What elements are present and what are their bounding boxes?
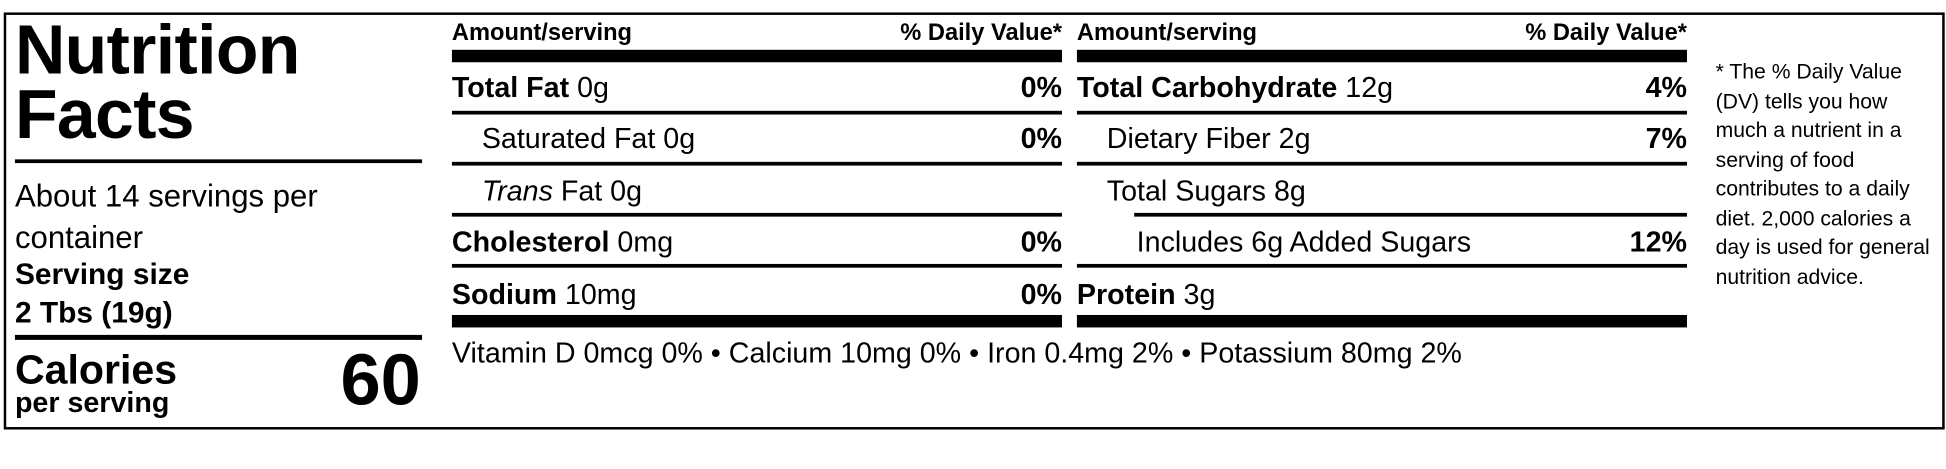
nutrient-row: Saturated Fat 0g 0% xyxy=(452,122,1062,159)
nutrient-row: Includes 6g Added Sugars 12% xyxy=(1077,225,1687,262)
daily-value: 0% xyxy=(1020,225,1062,258)
micronutrients: Vitamin D 0mcg 0% • Calcium 10mg 0% • Ir… xyxy=(451,336,1462,369)
nutrient-name: Cholesterol xyxy=(451,225,610,258)
nutrient-name: Trans xyxy=(481,174,553,207)
daily-value: 0% xyxy=(1020,277,1062,311)
divider xyxy=(451,161,1062,166)
nutrient-label: Saturated Fat 0g xyxy=(482,122,695,154)
calories-value: 60 xyxy=(340,339,421,421)
nutrient-amount: 0g xyxy=(577,70,609,104)
servings-per-container: About 14 servings per container xyxy=(14,179,318,256)
daily-value: 0% xyxy=(1020,122,1062,155)
nutrient-label: Total Fat 0g xyxy=(452,71,609,103)
divider xyxy=(1076,161,1687,166)
daily-value: 4% xyxy=(1645,70,1687,104)
column-header: Amount/serving % Daily Value* xyxy=(1077,20,1687,47)
nutrient-amount: 10mg xyxy=(564,277,637,311)
nutrient-label: Trans Fat 0g xyxy=(482,174,642,206)
daily-value-header: % Daily Value* xyxy=(1525,19,1687,47)
divider xyxy=(14,334,423,340)
nutrient-name: Saturated Fat xyxy=(481,122,656,155)
nutrient-amount: 2g xyxy=(1278,122,1311,155)
divider xyxy=(1076,110,1687,115)
title-text: Nutrition Facts xyxy=(14,9,300,154)
nutrient-amount: Fat 0g xyxy=(560,174,643,207)
thick-bar xyxy=(1076,314,1687,328)
thick-bar xyxy=(451,49,1062,63)
footnote: * The % Daily Value (DV) tells you how m… xyxy=(1715,59,1930,289)
nutrient-row: Sodium 10mg 0% xyxy=(452,278,1062,315)
amount-header: Amount/serving xyxy=(1076,19,1257,47)
nutrient-row: Total Sugars 8g xyxy=(1077,174,1687,211)
nutrient-row: Total Carbohydrate 12g 4% xyxy=(1077,71,1687,108)
divider xyxy=(451,110,1062,115)
nutrient-name: Dietary Fiber xyxy=(1106,122,1271,155)
nutrient-label: Cholesterol 0mg xyxy=(452,225,673,257)
nutrient-name: Sodium xyxy=(451,277,557,311)
column-header: Amount/serving % Daily Value* xyxy=(452,20,1062,47)
nutrient-amount: 8g xyxy=(1273,174,1306,207)
nutrient-amount: 12g xyxy=(1345,70,1394,104)
nutrient-name: Total Sugars xyxy=(1106,174,1266,207)
daily-value: 12% xyxy=(1629,225,1687,258)
nutrient-row: Total Fat 0g 0% xyxy=(452,71,1062,108)
nutrient-amount: 3g xyxy=(1183,277,1216,311)
nutrient-row: Cholesterol 0mg 0% xyxy=(452,225,1062,262)
daily-value: 7% xyxy=(1645,122,1687,155)
calories-label: Calories xyxy=(14,346,178,393)
nutrient-amount: 0mg xyxy=(617,225,674,258)
nutrient-row: Dietary Fiber 2g 7% xyxy=(1077,122,1687,159)
nutrient-name: Includes 6g Added Sugars xyxy=(1136,225,1472,258)
label-title: Nutrition Facts xyxy=(14,9,376,154)
serving-size-label: Serving size xyxy=(14,257,190,292)
divider xyxy=(14,159,423,164)
divider xyxy=(451,263,1062,268)
nutrient-label: Dietary Fiber 2g xyxy=(1107,122,1311,154)
serving-size-value: 2 Tbs (19g) xyxy=(14,296,173,330)
daily-value: 0% xyxy=(1020,70,1062,104)
nutrient-label: Total Sugars 8g xyxy=(1107,174,1306,206)
nutrient-label: Sodium 10mg xyxy=(452,278,637,310)
nutrient-label: Includes 6g Added Sugars xyxy=(1137,225,1471,257)
daily-value-header: % Daily Value* xyxy=(900,19,1062,47)
nutrient-label: Total Carbohydrate 12g xyxy=(1077,71,1393,103)
thick-bar xyxy=(451,314,1062,328)
nutrient-name: Protein xyxy=(1076,277,1176,311)
divider xyxy=(1134,212,1687,217)
nutrient-amount: 0g xyxy=(663,122,696,155)
per-serving-label: per serving xyxy=(14,385,170,419)
nutrient-row: Trans Fat 0g xyxy=(452,174,1062,211)
nutrient-label: Protein 3g xyxy=(1077,278,1215,310)
nutrient-name: Total Fat xyxy=(451,70,570,104)
label-border xyxy=(3,12,1945,430)
amount-header: Amount/serving xyxy=(451,19,632,47)
divider xyxy=(1076,263,1687,268)
divider xyxy=(451,212,1062,217)
nutrient-row: Protein 3g xyxy=(1077,278,1687,315)
thick-bar xyxy=(1076,49,1687,63)
nutrient-name: Total Carbohydrate xyxy=(1076,70,1338,104)
